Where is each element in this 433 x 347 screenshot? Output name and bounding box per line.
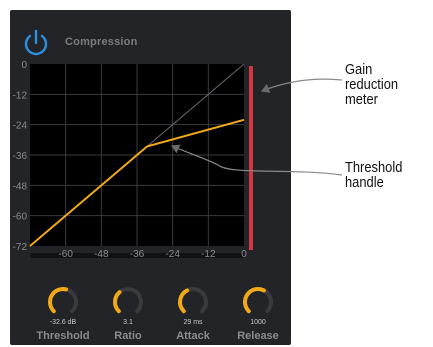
y-tick-label: -12 [13, 90, 28, 101]
knob-value: 29 ms [183, 319, 203, 326]
y-axis-ticks: 0 -12 -24 -36 -48 -60 -72 [13, 60, 28, 253]
knob-label: Release [237, 330, 279, 342]
threshold-handle[interactable] [143, 142, 151, 150]
compression-graph: 0 -12 -24 -36 -48 -60 -72 -60 -48 -36 -24 -12 0 [13, 60, 253, 260]
x-tick-label: -60 [58, 249, 73, 260]
compression-curve [29, 118, 245, 247]
x-axis-ticks: -60 -48 -36 -24 -12 0 [58, 249, 247, 260]
knob-label: Attack [176, 330, 210, 342]
knob-value: -32.6 dB [49, 319, 77, 326]
y-tick-label: -36 [13, 151, 28, 162]
y-tick-label: 0 [21, 60, 27, 71]
power-icon[interactable] [23, 28, 49, 58]
knob-value: 1000 [250, 319, 266, 326]
threshold-handle-label: Threshold handle [345, 159, 403, 191]
gain-reduction-label: Gain reduction meter [345, 61, 399, 108]
x-tick-label: -48 [94, 249, 109, 260]
knob-level-arc [243, 287, 266, 314]
gain-reduction-meter [249, 66, 253, 250]
y-tick-label: -60 [13, 212, 28, 223]
x-tick-label: -24 [165, 249, 180, 260]
knob-level-arc [48, 287, 69, 314]
compressor-panel: Compression 0 -12 -24 -36 -48 -60 -72 -60 -48 -3… [10, 10, 291, 345]
plugin-title: Compression [65, 36, 138, 48]
y-tick-label: -48 [13, 181, 28, 192]
knob-level-arc [178, 288, 190, 314]
x-tick-label: -12 [201, 249, 216, 260]
knob-level-arc [113, 290, 122, 314]
knob-value: 3.1 [123, 319, 133, 326]
knob-label: Ratio [114, 330, 142, 342]
knob-label: Threshold [36, 330, 90, 342]
knob-release[interactable] [238, 282, 278, 322]
x-tick-label: 0 [241, 249, 247, 260]
knob-threshold[interactable] [43, 282, 83, 322]
y-tick-label: -24 [13, 121, 28, 132]
x-tick-label: -36 [130, 249, 145, 260]
input-level-bar [30, 253, 244, 258]
knob-attack[interactable] [173, 282, 213, 322]
knob-ratio[interactable] [108, 282, 148, 322]
y-tick-label: -72 [13, 242, 28, 253]
